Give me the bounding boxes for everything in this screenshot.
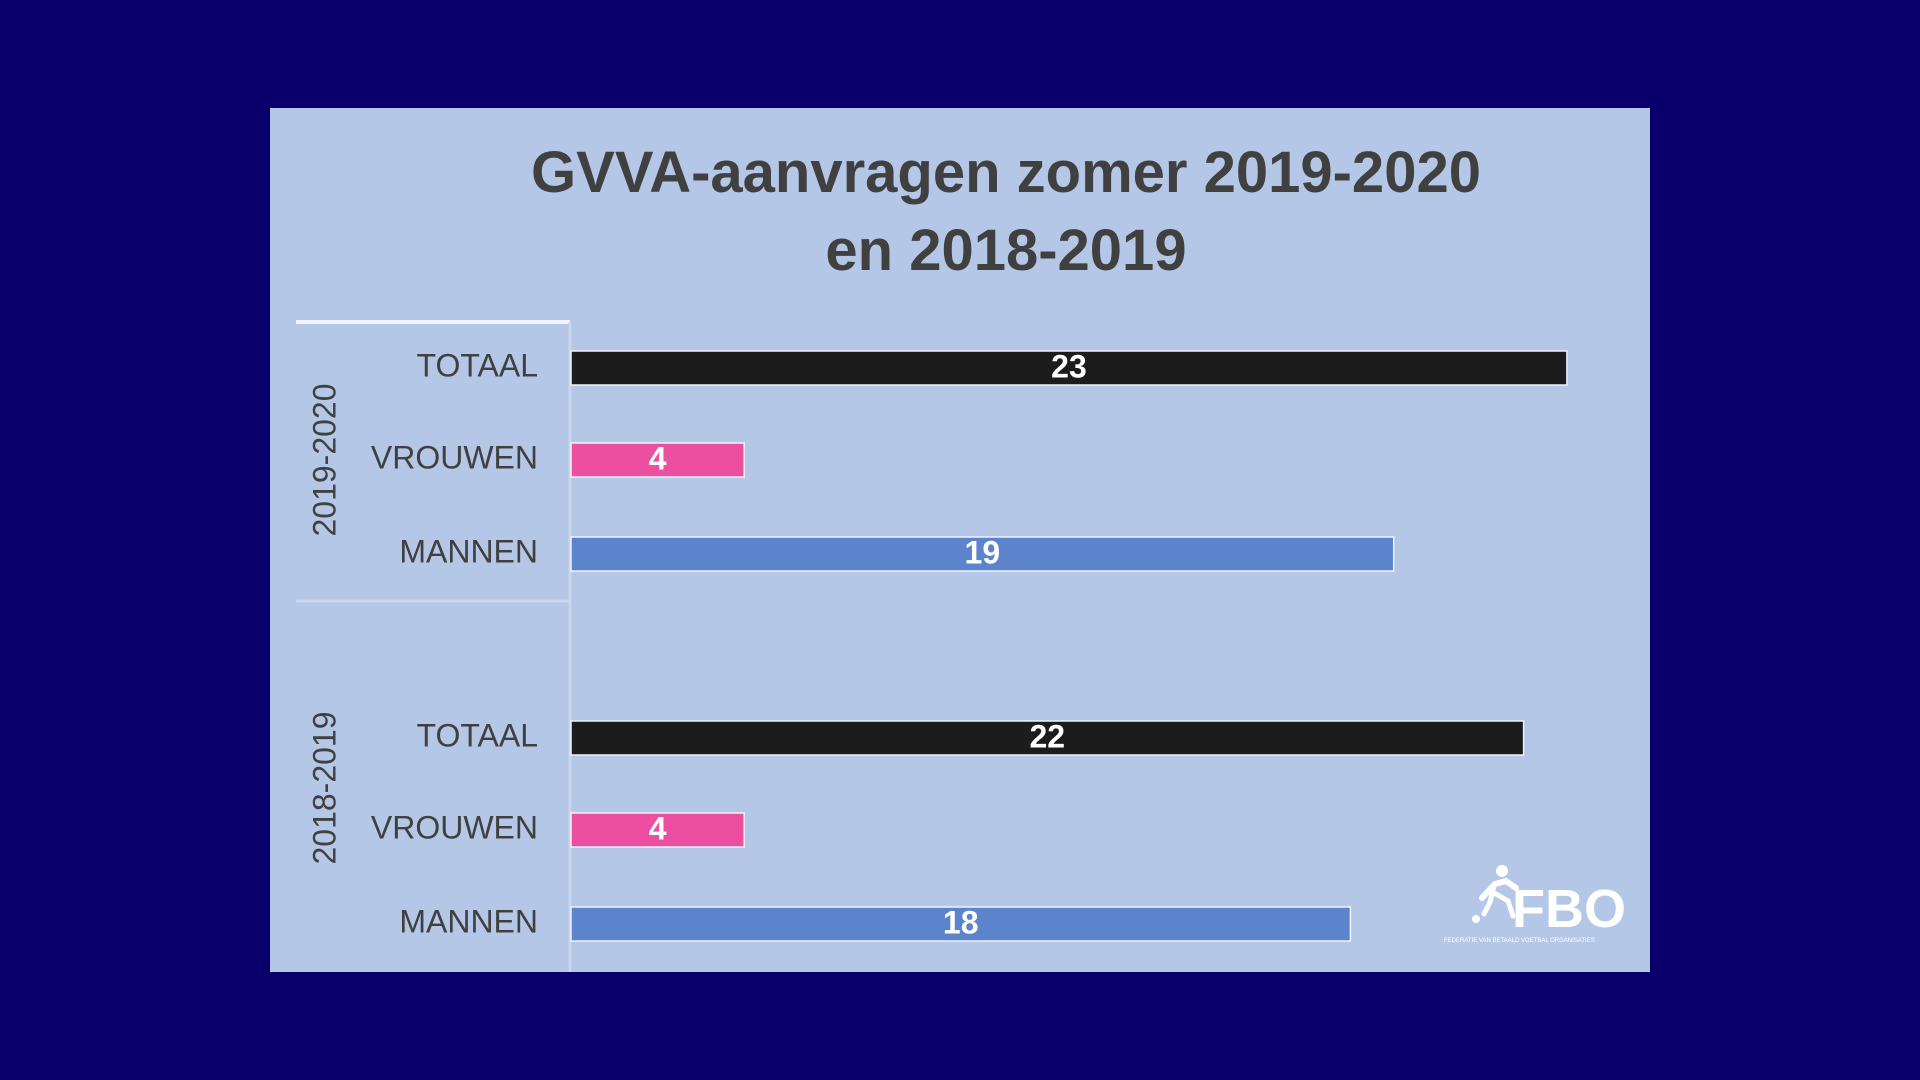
chart-panel: GVVA-aanvragen zomer 2019-2020 en 2018-2… [270,108,1650,972]
logo-subtitle: FEDERATIE VAN BETAALD VOETBAL ORGANISATI… [1444,938,1595,944]
category-labels: TOTAAL VROUWEN MANNEN TOTAAL VROUWEN MANNEN [371,347,538,939]
group-label-2019-2020: 2019-2020 [306,383,342,536]
bar-2018-2019-totaal [570,720,1525,756]
value-label-2019-2020-vrouwen: 4 [649,440,667,476]
bar-2019-2020-vrouwen [570,442,745,478]
category-label-2019-2020-vrouwen: VROUWEN [371,439,538,475]
category-label-2018-2019-totaal: TOTAAL [416,717,538,753]
bar-2019-2020-mannen [570,536,1395,572]
value-label-2019-2020-mannen: 19 [965,534,1001,570]
bars [570,350,1568,942]
category-label-2018-2019-vrouwen: VROUWEN [371,809,538,845]
category-label-2018-2019-mannen: MANNEN [399,903,538,939]
value-label-2019-2020-totaal: 23 [1051,348,1087,384]
soccer-player-icon [1472,865,1519,923]
category-label-2019-2020-totaal: TOTAAL [416,347,538,383]
value-label-2018-2019-vrouwen: 4 [649,810,667,846]
bar-2018-2019-mannen [570,906,1352,942]
bar-2018-2019-vrouwen [570,812,745,848]
bar-chart: GVVA-aanvragen zomer 2019-2020 en 2018-2… [296,140,1626,972]
chart-title-line-1: GVVA-aanvragen zomer 2019-2020 [531,140,1481,205]
group-labels: 2019-2020 2018-2019 [306,383,342,864]
bar-2019-2020-totaal [570,350,1568,386]
category-label-2019-2020-mannen: MANNEN [399,533,538,569]
chart-title-line-2: en 2018-2019 [825,218,1186,283]
value-label-2018-2019-mannen: 18 [943,904,979,940]
fbo-logo: FBO FEDERATIE VAN BETAALD VOETBAL ORGANI… [1444,865,1626,944]
logo-text: FBO [1512,879,1626,939]
group-label-2018-2019: 2018-2019 [306,711,342,864]
value-label-2018-2019-totaal: 22 [1030,718,1066,754]
value-labels: 23 4 19 22 4 18 [649,348,1087,940]
